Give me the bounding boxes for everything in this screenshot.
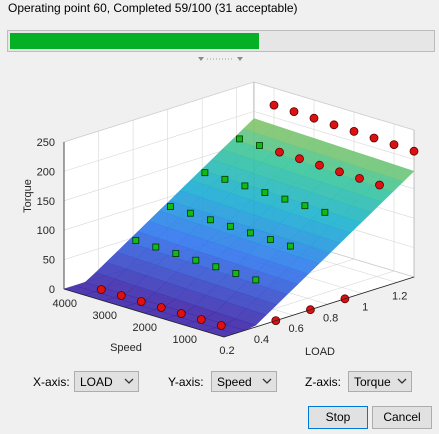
progress-fill	[10, 33, 259, 49]
gridline	[63, 111, 415, 172]
surface-patch	[383, 164, 415, 182]
progress-bar	[7, 30, 435, 52]
accepted-point	[166, 203, 174, 211]
accepted-point	[132, 236, 140, 244]
x-tick-label: 1	[362, 301, 368, 313]
rejected-point	[389, 140, 399, 149]
rejected-point	[349, 127, 359, 136]
surface-plot[interactable]: 0.2 0.4 0.6 0.8 1 1.2 1000 2000 3000 4000 0 50 100 15…	[0, 64, 439, 364]
rejected-point	[355, 174, 364, 183]
rejected-point	[116, 291, 126, 300]
x-tick-label: 0.2	[219, 345, 234, 357]
x-tick-label: 1.2	[392, 291, 407, 303]
x-axis-label: X-axis:	[33, 375, 70, 389]
y-axis-value: Speed	[217, 375, 252, 389]
rejected-point	[216, 321, 226, 330]
z-tick-label: 100	[37, 225, 55, 237]
accepted-point	[246, 229, 254, 237]
z-axis-label: Z-axis:	[305, 375, 341, 389]
accepted-point	[261, 189, 269, 196]
x-axis-line	[223, 276, 415, 338]
rejected-point	[275, 147, 284, 157]
accepted-point	[206, 216, 214, 224]
z-tick-label: 0	[49, 284, 55, 296]
accepted-point	[281, 195, 289, 203]
stop-button[interactable]: Stop	[308, 406, 368, 429]
accepted-point	[192, 256, 200, 264]
z-axis-title: Torque	[22, 179, 34, 213]
status-text: Operating point 60, Completed 59/100 (31…	[8, 1, 298, 15]
accepted-point	[266, 236, 274, 243]
z-axis-dropdown[interactable]: Torque	[348, 371, 412, 392]
gridline	[63, 81, 415, 143]
plot-area[interactable]: 0.2 0.4 0.6 0.8 1 1.2 1000 2000 3000 4000 0 50 100 15…	[0, 64, 439, 364]
y-axis-label: Y-axis:	[168, 375, 204, 389]
rejected-point	[176, 309, 186, 318]
chevron-down-icon	[262, 378, 272, 384]
accepted-point	[212, 263, 220, 271]
z-tick-label: 150	[37, 196, 55, 208]
z-axis-value: Torque	[354, 375, 391, 389]
chevron-down-icon	[397, 378, 407, 384]
accepted-point	[286, 242, 294, 250]
splitter-handle[interactable]	[196, 56, 246, 64]
rejected-point	[289, 107, 299, 116]
rejected-point	[369, 133, 379, 143]
rejected-point	[309, 113, 319, 123]
accepted-point	[152, 243, 160, 251]
y-axis-dropdown[interactable]: Speed	[211, 371, 277, 392]
accepted-point	[301, 202, 309, 210]
y-tick-label: 3000	[93, 310, 117, 322]
accepted-point	[236, 135, 243, 143]
rejected-point	[329, 120, 339, 130]
y-tick-label: 4000	[53, 298, 77, 310]
accepted-point	[241, 182, 249, 190]
rejected-point	[96, 285, 106, 294]
y-tick-label: 2000	[133, 322, 157, 334]
accepted-point	[201, 169, 209, 177]
accepted-point	[221, 175, 229, 183]
cancel-button[interactable]: Cancel	[372, 406, 432, 429]
rejected-point	[156, 303, 166, 312]
x-tick-label: 0.8	[323, 312, 338, 324]
z-tick-label: 50	[43, 255, 55, 267]
accepted-point	[252, 276, 260, 284]
accepted-point	[172, 250, 180, 258]
rejected-point	[375, 180, 384, 190]
accepted-point	[256, 142, 263, 149]
accepted-point	[321, 208, 329, 216]
y-tick-label: 1000	[173, 334, 197, 346]
z-tick-label: 250	[37, 137, 55, 149]
x-tick-label: 0.4	[254, 334, 269, 346]
chevron-down-icon	[124, 378, 134, 384]
y-axis-title: Speed	[110, 342, 142, 354]
accepted-point	[232, 269, 240, 277]
z-tick-label: 200	[37, 166, 55, 178]
rejected-point	[335, 167, 344, 177]
rejected-point	[269, 100, 279, 110]
rejected-point	[409, 146, 419, 156]
rejected-point	[196, 315, 206, 324]
rejected-point	[136, 297, 146, 306]
y-axis-line	[63, 288, 225, 338]
x-axis-value: LOAD	[80, 375, 113, 389]
accepted-point	[226, 222, 234, 230]
accepted-point	[186, 209, 194, 217]
rejected-point	[315, 160, 324, 170]
rejected-point	[295, 154, 304, 164]
x-tick-label: 0.6	[288, 323, 303, 335]
x-axis-title: LOAD	[305, 346, 335, 358]
x-axis-dropdown[interactable]: LOAD	[74, 371, 139, 392]
